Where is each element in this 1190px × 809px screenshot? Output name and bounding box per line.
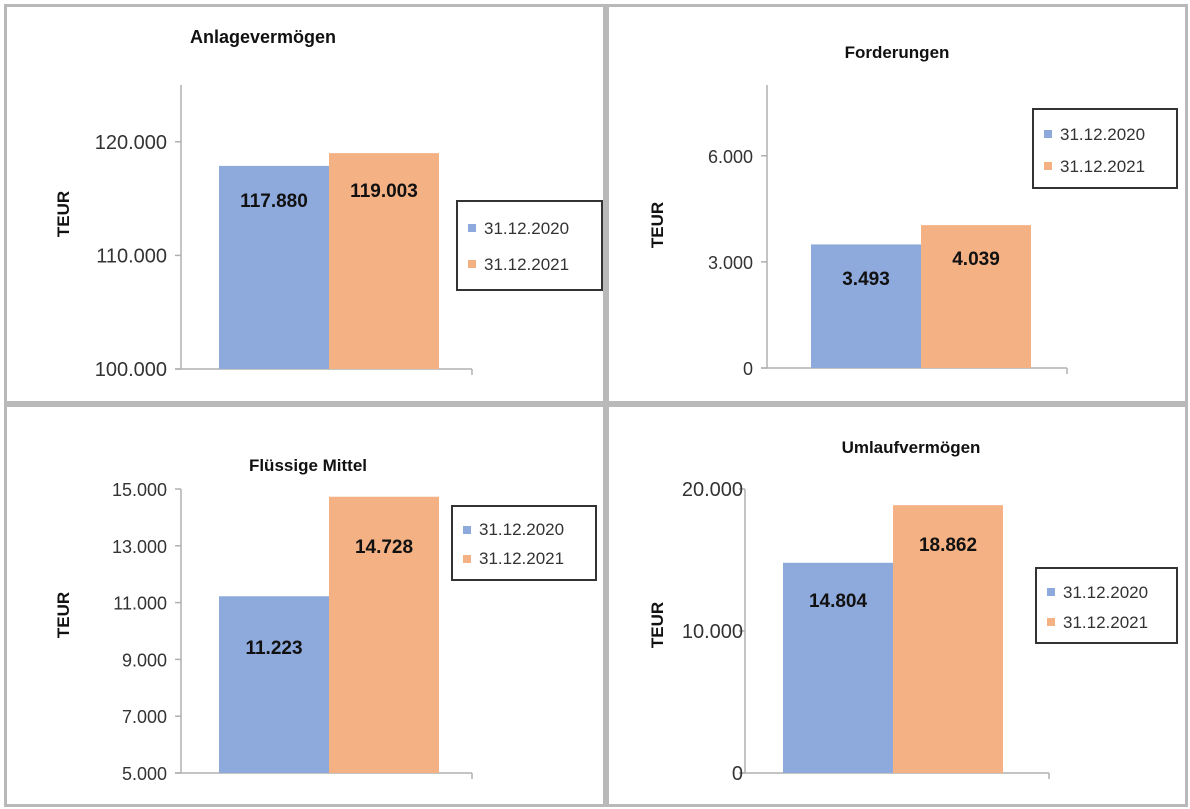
- plot-area: 100.000 110.000 120.000 117.880 119.003: [95, 85, 473, 381]
- chart-svg-umlaufvermoegen: Umlaufvermögen TEUR 0 10.000 20.000 14.804 1…: [648, 438, 1050, 785]
- y-tick-label: 100.000: [95, 359, 167, 381]
- y-tick-label: 7.000: [122, 707, 167, 727]
- legend-swatch-2020: [1047, 588, 1055, 596]
- bar-31-12-2021: [921, 225, 1031, 368]
- data-label-31-12-2021: 14.728: [355, 537, 413, 558]
- legend-swatch-2021: [468, 260, 476, 268]
- legend-swatch-2020: [468, 224, 476, 232]
- data-label-31-12-2020: 3.493: [842, 269, 890, 290]
- y-axis-label: TEUR: [54, 191, 73, 237]
- chart-title: Umlaufvermögen: [842, 438, 981, 457]
- data-label-31-12-2020: 11.223: [245, 638, 302, 659]
- y-tick-label: 110.000: [96, 245, 167, 267]
- bar-31-12-2021: [329, 496, 439, 773]
- legend-swatch-2021: [1047, 618, 1055, 626]
- legend-item-2021: 31.12.2021: [1044, 150, 1166, 182]
- legend-label-2021: 31.12.2021: [1063, 612, 1149, 632]
- bar-31-12-2020: [811, 244, 921, 368]
- chart-panel-anlagevermoegen: Anlagevermögen TEUR 100.000 110.000 120.00…: [4, 4, 606, 404]
- bar-31-12-2020: [783, 562, 893, 773]
- legend-swatch-2020: [1044, 130, 1052, 138]
- legend: 31.12.2020 31.12.2021: [456, 200, 603, 291]
- legend-item-2020: 31.12.2020: [463, 515, 585, 544]
- legend: 31.12.2020 31.12.2021: [1032, 108, 1178, 189]
- y-tick-label: 10.000: [682, 621, 743, 643]
- chart-title: Forderungen: [845, 43, 950, 62]
- chart-panel-forderungen: Forderungen TEUR 0 3.000 6.000 3.493 4.039 3…: [606, 4, 1188, 404]
- data-label-31-12-2021: 4.039: [952, 249, 1000, 270]
- y-tick-label: 120.000: [95, 132, 167, 154]
- data-label-31-12-2020: 117.880: [240, 191, 308, 212]
- bar-31-12-2020: [219, 165, 329, 369]
- bar-31-12-2020: [219, 596, 329, 773]
- y-axis-label: TEUR: [54, 592, 73, 638]
- y-tick-label: 20.000: [682, 479, 743, 501]
- y-tick-label: 5.000: [122, 764, 167, 784]
- chart-svg-fluessige-mittel: Flüssige Mittel TEUR 5.000 7.000 9.000 11.0…: [54, 456, 473, 784]
- legend-label-2020: 31.12.2020: [1063, 582, 1149, 602]
- legend-swatch-2021: [1044, 162, 1052, 170]
- legend-swatch-2021: [463, 554, 471, 563]
- legend-label-2020: 31.12.2020: [1060, 124, 1146, 144]
- chart-title: Flüssige Mittel: [249, 456, 367, 475]
- y-axis-label: TEUR: [648, 602, 667, 648]
- data-label-31-12-2021: 119.003: [350, 181, 418, 202]
- y-tick-label: 11.000: [113, 594, 167, 614]
- plot-area: 0 3.000 6.000 3.493 4.039: [708, 85, 1068, 379]
- chart-panel-fluessige-mittel: Flüssige Mittel TEUR 5.000 7.000 9.000 11.0…: [4, 404, 606, 807]
- y-axis-label: TEUR: [648, 202, 667, 248]
- legend-item-2020: 31.12.2020: [468, 210, 591, 246]
- legend-item-2021: 31.12.2021: [463, 544, 585, 573]
- data-label-31-12-2020: 14.804: [809, 591, 868, 612]
- y-tick-label: 6.000: [708, 147, 753, 167]
- legend-item-2021: 31.12.2021: [468, 246, 591, 282]
- chart-title: Anlagevermögen: [190, 27, 336, 47]
- y-tick-label: 15.000: [112, 480, 167, 500]
- y-tick-label: 13.000: [112, 537, 167, 557]
- legend-label-2021: 31.12.2021: [484, 254, 570, 274]
- y-tick-label: 0: [732, 763, 743, 785]
- legend-swatch-2020: [463, 525, 471, 534]
- legend-label-2021: 31.12.2021: [1060, 156, 1146, 176]
- chart-svg-forderungen: Forderungen TEUR 0 3.000 6.000 3.493 4.039: [648, 43, 1068, 379]
- legend: 31.12.2020 31.12.2021: [1035, 567, 1178, 644]
- data-label-31-12-2021: 18.862: [919, 535, 977, 556]
- legend-label-2020: 31.12.2020: [479, 520, 565, 539]
- legend-item-2020: 31.12.2020: [1044, 118, 1166, 150]
- legend-label-2020: 31.12.2020: [484, 218, 570, 238]
- chart-svg-anlagevermoegen: Anlagevermögen TEUR 100.000 110.000 120.00…: [54, 27, 473, 381]
- bar-31-12-2021: [893, 505, 1003, 773]
- chart-panel-umlaufvermoegen: Umlaufvermögen TEUR 0 10.000 20.000 14.804 1…: [606, 404, 1188, 807]
- legend-label-2021: 31.12.2021: [479, 549, 565, 568]
- legend-item-2021: 31.12.2021: [1047, 607, 1166, 637]
- y-tick-label: 0: [743, 359, 753, 379]
- legend-item-2020: 31.12.2020: [1047, 577, 1166, 607]
- plot-area: 0 10.000 20.000 14.804 18.862: [682, 479, 1050, 785]
- bar-31-12-2021: [329, 153, 439, 369]
- legend: 31.12.2020 31.12.2021: [451, 505, 597, 581]
- y-tick-label: 9.000: [122, 650, 167, 670]
- y-tick-label: 3.000: [708, 253, 753, 273]
- plot-area: 5.000 7.000 9.000 11.000 13.000 15.000 11.223 1…: [112, 480, 473, 784]
